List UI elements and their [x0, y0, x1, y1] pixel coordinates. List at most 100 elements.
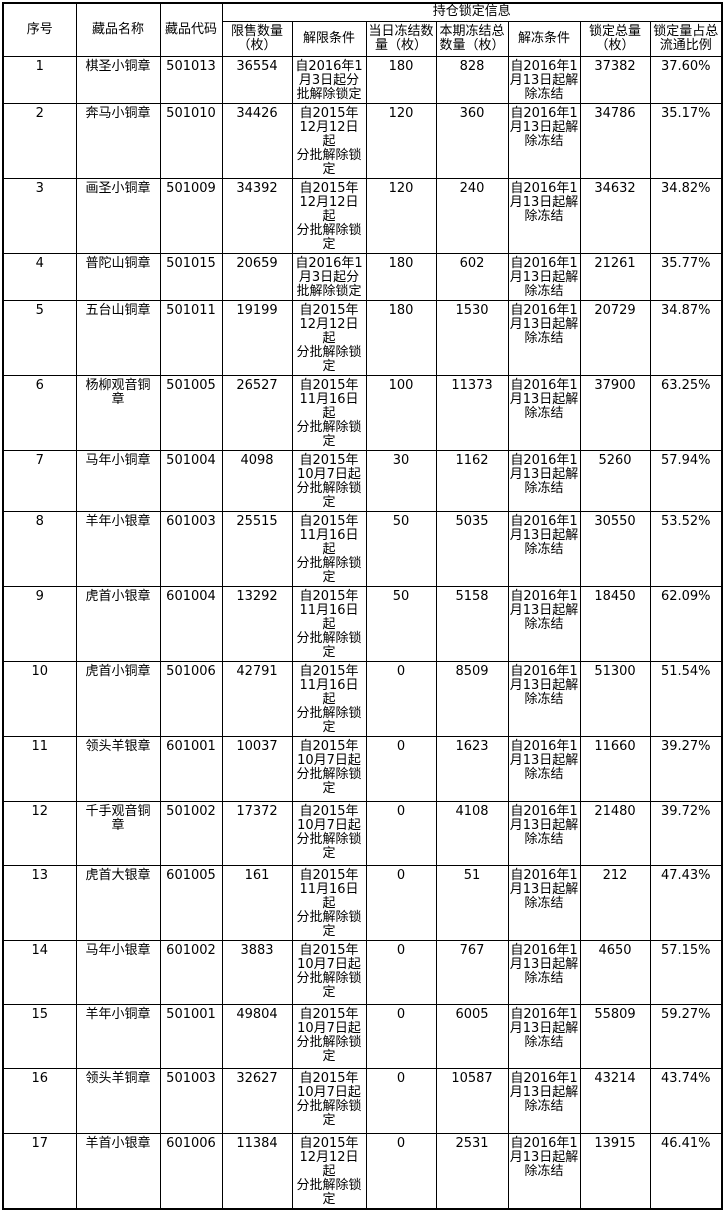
cell-unlock-condition: 自2015年 11月16日起 分批解除锁 定: [291, 864, 367, 941]
header-group-row: 序号 藏品名称 藏品代码 持仓锁定信息: [2, 2, 723, 57]
cell-day-frozen-qty: 0: [365, 939, 437, 1005]
header-locked-ratio: 锁定量占总 流通比例: [649, 20, 723, 57]
cell-code: 501001: [159, 1003, 223, 1069]
cell-code: 601005: [159, 864, 223, 941]
cell-unlock-condition: 自2016年1 月3日起分 批解除锁定: [291, 252, 367, 301]
cell-unlock-condition: 自2016年1 月3日起分 批解除锁定: [291, 55, 367, 104]
header-serial: 序号: [2, 2, 77, 57]
cell-unfreeze-condition: 自2016年1 月13日起解 除冻结: [507, 1003, 581, 1069]
cell-restricted-qty: 4098: [221, 449, 293, 512]
cell-unfreeze-condition: 自2016年1 月13日起解 除冻结: [507, 252, 581, 301]
cell-locked-total: 11660: [579, 735, 651, 802]
cell-locked-ratio: 59.27%: [649, 1003, 723, 1069]
table-row: 4 普陀山铜章 501015 20659 自2016年1 月3日起分 批解除锁定 180 6…: [2, 252, 723, 301]
cell-unfreeze-condition: 自2016年1 月13日起解 除冻结: [507, 374, 581, 451]
cell-name: 马年小银章: [75, 939, 161, 1005]
cell-period-frozen-total: 5158: [435, 585, 509, 662]
cell-day-frozen-qty: 180: [365, 252, 437, 301]
cell-unlock-condition: 自2015年 11月16日起 分批解除锁 定: [291, 660, 367, 737]
cell-period-frozen-total: 51: [435, 864, 509, 941]
cell-code: 501004: [159, 449, 223, 512]
cell-code: 601002: [159, 939, 223, 1005]
cell-day-frozen-qty: 120: [365, 102, 437, 179]
cell-serial: 10: [2, 660, 77, 737]
cell-name: 奔马小铜章: [75, 102, 161, 179]
cell-locked-ratio: 57.94%: [649, 449, 723, 512]
cell-locked-ratio: 34.82%: [649, 177, 723, 254]
header-unfreeze-condition: 解冻条件: [507, 20, 581, 57]
cell-name: 虎首大银章: [75, 864, 161, 941]
cell-unlock-condition: 自2015年 11月16日起 分批解除锁 定: [291, 510, 367, 587]
table-row: 12 千手观音铜 章 501002 17372 自2015年 10月7日起 分批解除锁 …: [2, 800, 723, 866]
cell-locked-total: 18450: [579, 585, 651, 662]
cell-restricted-qty: 13292: [221, 585, 293, 662]
header-day-frozen-qty: 当日冻结数 量（枚）: [365, 20, 437, 57]
cell-unfreeze-condition: 自2016年1 月13日起解 除冻结: [507, 939, 581, 1005]
cell-period-frozen-total: 240: [435, 177, 509, 254]
cell-unfreeze-condition: 自2016年1 月13日起解 除冻结: [507, 102, 581, 179]
cell-locked-ratio: 46.41%: [649, 1132, 723, 1209]
cell-serial: 2: [2, 102, 77, 179]
cell-unfreeze-condition: 自2016年1 月13日起解 除冻结: [507, 1132, 581, 1209]
cell-day-frozen-qty: 0: [365, 800, 437, 866]
cell-period-frozen-total: 828: [435, 55, 509, 104]
table-row: 10 虎首小铜章 501006 42791 自2015年 11月16日起 分批解除锁 定…: [2, 660, 723, 737]
cell-period-frozen-total: 1623: [435, 735, 509, 802]
cell-restricted-qty: 17372: [221, 800, 293, 866]
table-body: 1 棋圣小铜章 501013 36554 自2016年1 月3日起分 批解除锁定 180 8…: [2, 55, 723, 1209]
cell-unlock-condition: 自2015年 12月12日起 分批解除锁 定: [291, 299, 367, 376]
cell-code: 501015: [159, 252, 223, 301]
cell-locked-ratio: 37.60%: [649, 55, 723, 104]
cell-unfreeze-condition: 自2016年1 月13日起解 除冻结: [507, 1067, 581, 1134]
cell-unfreeze-condition: 自2016年1 月13日起解 除冻结: [507, 55, 581, 104]
header-item-code: 藏品代码: [159, 2, 223, 57]
table-header: 序号 藏品名称 藏品代码 持仓锁定信息 限售数量 （枚） 解限条件 当日冻结数 …: [2, 2, 723, 57]
cell-serial: 15: [2, 1003, 77, 1069]
cell-code: 501006: [159, 660, 223, 737]
cell-unlock-condition: 自2015年 10月7日起 分批解除锁 定: [291, 1067, 367, 1134]
cell-period-frozen-total: 5035: [435, 510, 509, 587]
cell-period-frozen-total: 1162: [435, 449, 509, 512]
cell-day-frozen-qty: 180: [365, 299, 437, 376]
cell-restricted-qty: 3883: [221, 939, 293, 1005]
cell-period-frozen-total: 8509: [435, 660, 509, 737]
cell-serial: 8: [2, 510, 77, 587]
cell-serial: 1: [2, 55, 77, 104]
cell-period-frozen-total: 1530: [435, 299, 509, 376]
cell-serial: 11: [2, 735, 77, 802]
cell-serial: 12: [2, 800, 77, 866]
header-restricted-qty: 限售数量 （枚）: [221, 20, 293, 57]
cell-period-frozen-total: 10587: [435, 1067, 509, 1134]
cell-unlock-condition: 自2015年 10月7日起 分批解除锁 定: [291, 449, 367, 512]
cell-name: 领头羊铜章: [75, 1067, 161, 1134]
cell-locked-total: 30550: [579, 510, 651, 587]
cell-locked-ratio: 35.17%: [649, 102, 723, 179]
cell-day-frozen-qty: 0: [365, 660, 437, 737]
cell-code: 501013: [159, 55, 223, 104]
cell-day-frozen-qty: 120: [365, 177, 437, 254]
cell-period-frozen-total: 2531: [435, 1132, 509, 1209]
cell-name: 千手观音铜 章: [75, 800, 161, 866]
header-locked-total: 锁定总量 （枚）: [579, 20, 651, 57]
cell-name: 杨柳观音铜 章: [75, 374, 161, 451]
cell-code: 601004: [159, 585, 223, 662]
cell-locked-total: 37900: [579, 374, 651, 451]
cell-unfreeze-condition: 自2016年1 月13日起解 除冻结: [507, 177, 581, 254]
cell-locked-total: 212: [579, 864, 651, 941]
cell-name: 虎首小铜章: [75, 660, 161, 737]
header-unlock-condition: 解限条件: [291, 20, 367, 57]
cell-restricted-qty: 20659: [221, 252, 293, 301]
header-group-lock-info: 持仓锁定信息: [221, 2, 723, 22]
cell-unlock-condition: 自2015年 11月16日起 分批解除锁 定: [291, 374, 367, 451]
cell-day-frozen-qty: 0: [365, 1003, 437, 1069]
cell-serial: 5: [2, 299, 77, 376]
cell-restricted-qty: 49804: [221, 1003, 293, 1069]
cell-unlock-condition: 自2015年 10月7日起 分批解除锁 定: [291, 1003, 367, 1069]
cell-unfreeze-condition: 自2016年1 月13日起解 除冻结: [507, 660, 581, 737]
cell-locked-ratio: 51.54%: [649, 660, 723, 737]
cell-unlock-condition: 自2015年 10月7日起 分批解除锁 定: [291, 800, 367, 866]
